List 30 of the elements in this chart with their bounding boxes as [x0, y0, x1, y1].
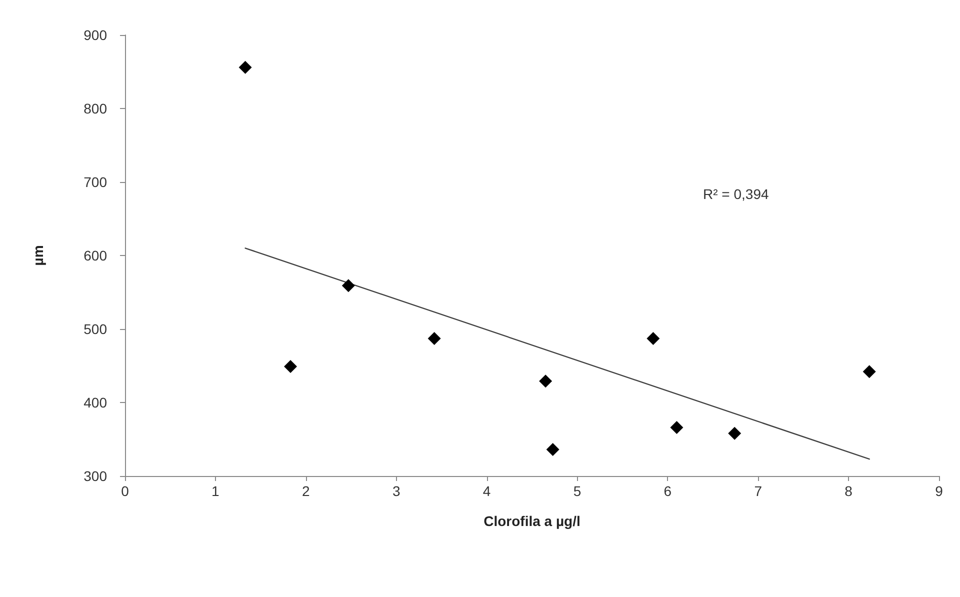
x-tick-label: 4	[482, 483, 491, 499]
y-axis-title: µm	[30, 245, 46, 266]
point	[428, 332, 441, 346]
point	[238, 60, 252, 74]
x-tick-label: 7	[754, 483, 762, 499]
y-tick-label: 400	[84, 394, 108, 410]
point	[862, 365, 876, 378]
y-tick-label: 500	[84, 321, 108, 337]
point	[342, 279, 355, 292]
x-tick-label: 5	[573, 483, 582, 499]
point	[670, 420, 684, 434]
x-tick-label: 0	[121, 483, 130, 499]
point	[728, 426, 742, 440]
x-tick-label: 9	[935, 483, 944, 499]
y-tick-label: 800	[84, 100, 108, 116]
point	[539, 374, 552, 388]
x-tick-label: 2	[302, 483, 310, 499]
annotation: R² = 0,394	[703, 186, 769, 202]
x-tick-label: 1	[212, 483, 220, 499]
x-tick-label: 8	[844, 483, 853, 499]
y-tick-label: 700	[84, 174, 108, 190]
point	[546, 443, 560, 456]
y-tick-label: 300	[84, 468, 108, 484]
x-tick-label: 6	[664, 483, 672, 499]
x-axis-title: Clorofila a µg/l	[484, 513, 580, 529]
x-tick-label: 3	[392, 483, 400, 499]
y-tick-label: 900	[84, 27, 108, 43]
point	[646, 332, 660, 346]
y-tick-label: 600	[84, 248, 108, 264]
point	[284, 360, 298, 373]
